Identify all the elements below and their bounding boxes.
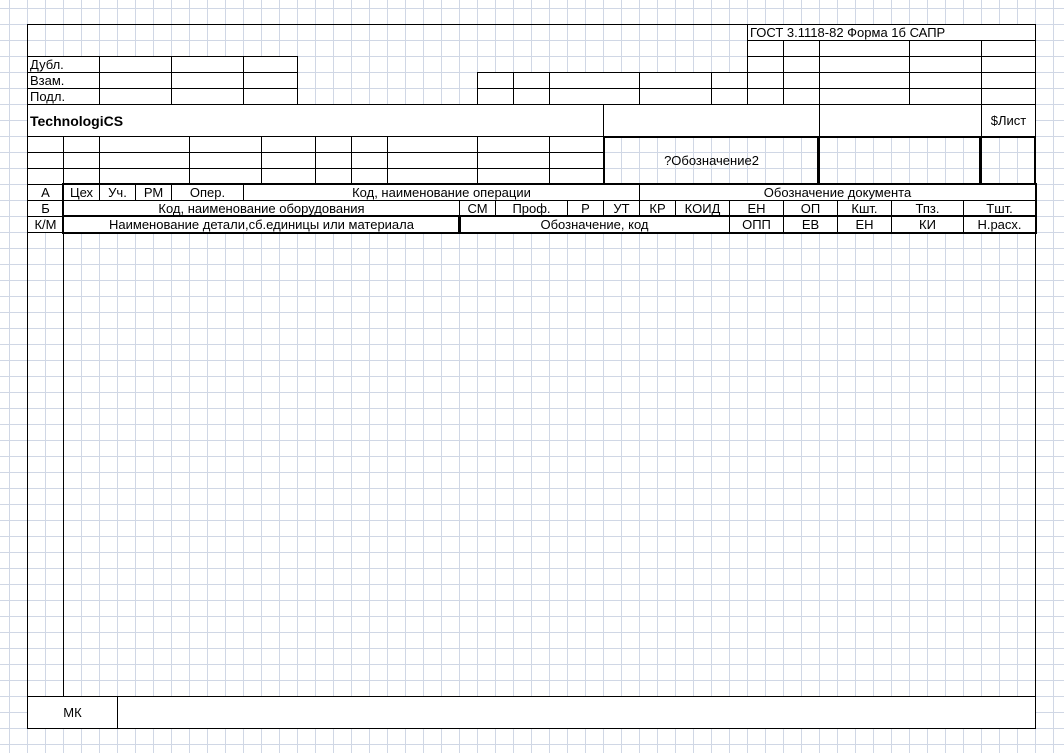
header-shop: Цех — [63, 184, 100, 201]
signature-cell[interactable] — [783, 56, 820, 73]
info-cell[interactable] — [99, 152, 190, 169]
info-cell[interactable] — [27, 168, 64, 185]
signature-cell[interactable] — [783, 40, 820, 57]
dubl-cell[interactable] — [99, 56, 172, 73]
info-cell[interactable] — [387, 152, 478, 169]
signature-cell[interactable] — [477, 88, 514, 105]
signature-cell[interactable] — [747, 56, 784, 73]
signature-cell[interactable] — [477, 72, 514, 89]
label-dubl: Дубл. — [27, 56, 100, 73]
footer-field[interactable] — [117, 696, 1036, 729]
dubl-cell[interactable] — [243, 56, 298, 73]
info-cell[interactable] — [477, 136, 550, 153]
form-code: МК — [27, 696, 118, 729]
km-outline — [62, 215, 461, 234]
content-area[interactable] — [63, 232, 1036, 697]
podl-cell[interactable] — [243, 88, 298, 105]
sheet-label: $Лист — [981, 104, 1036, 137]
vzam-cell[interactable] — [243, 72, 298, 89]
signature-cell[interactable] — [981, 40, 1036, 57]
info-cell[interactable] — [261, 136, 316, 153]
signature-cell[interactable] — [747, 88, 784, 105]
info-cell[interactable] — [351, 152, 388, 169]
designation-field[interactable]: ?Обозначение2 — [603, 136, 820, 185]
signature-cell[interactable] — [783, 88, 820, 105]
info-cell[interactable] — [315, 136, 352, 153]
signature-cell[interactable] — [909, 56, 982, 73]
info-cell[interactable] — [261, 152, 316, 169]
vzam-cell[interactable] — [171, 72, 244, 89]
signature-cell[interactable] — [549, 88, 640, 105]
label-podl: Подл. — [27, 88, 100, 105]
header-section: Уч. — [99, 184, 136, 201]
info-cell[interactable] — [549, 136, 604, 153]
header-material-col: Обозначение, код — [459, 216, 730, 233]
signature-cell[interactable] — [819, 72, 910, 89]
row-b-marker: Б — [27, 200, 64, 217]
title-cell[interactable] — [603, 104, 820, 137]
signature-cell[interactable] — [819, 88, 910, 105]
signature-cell[interactable] — [639, 88, 712, 105]
marker-column[interactable] — [27, 232, 64, 697]
signature-cell[interactable] — [819, 56, 910, 73]
signature-cell[interactable] — [819, 40, 910, 57]
designation-extra[interactable] — [817, 136, 982, 185]
info-cell[interactable] — [315, 152, 352, 169]
sheet-number[interactable] — [979, 136, 1036, 185]
info-cell[interactable] — [351, 136, 388, 153]
signature-cell[interactable] — [549, 72, 640, 89]
podl-cell[interactable] — [99, 88, 172, 105]
vzam-cell[interactable] — [99, 72, 172, 89]
signature-cell[interactable] — [981, 88, 1036, 105]
info-cell[interactable] — [189, 152, 262, 169]
gost-form-label: ГОСТ 3.1118-82 Форма 1б САПР — [747, 24, 1036, 41]
signature-cell[interactable] — [747, 40, 784, 57]
info-cell[interactable] — [387, 136, 478, 153]
info-cell[interactable] — [99, 136, 190, 153]
label-vzam: Взам. — [27, 72, 100, 89]
header-equipment-col: СМ — [459, 200, 496, 217]
info-cell[interactable] — [477, 152, 550, 169]
podl-cell[interactable] — [171, 88, 244, 105]
signature-cell[interactable] — [783, 72, 820, 89]
signature-cell[interactable] — [639, 72, 712, 89]
row-km-marker: К/М — [27, 216, 64, 233]
info-cell[interactable] — [27, 152, 64, 169]
signature-cell[interactable] — [513, 88, 550, 105]
signature-cell[interactable] — [909, 72, 982, 89]
row-a-marker: А — [27, 184, 64, 201]
info-cell[interactable] — [27, 136, 64, 153]
info-cell[interactable] — [549, 152, 604, 169]
signature-cell[interactable] — [747, 72, 784, 89]
info-cell[interactable] — [63, 136, 100, 153]
signature-cell[interactable] — [909, 88, 982, 105]
company-name: TechnologiCS — [27, 104, 604, 137]
title-cell[interactable] — [819, 104, 982, 137]
info-cell[interactable] — [189, 136, 262, 153]
dubl-cell[interactable] — [171, 56, 244, 73]
signature-cell[interactable] — [711, 88, 748, 105]
signature-cell[interactable] — [513, 72, 550, 89]
signature-cell[interactable] — [909, 40, 982, 57]
info-cell[interactable] — [63, 152, 100, 169]
signature-cell[interactable] — [981, 72, 1036, 89]
signature-cell[interactable] — [711, 72, 748, 89]
signature-cell[interactable] — [981, 56, 1036, 73]
header-equipment-col: Тшт. — [963, 200, 1036, 217]
